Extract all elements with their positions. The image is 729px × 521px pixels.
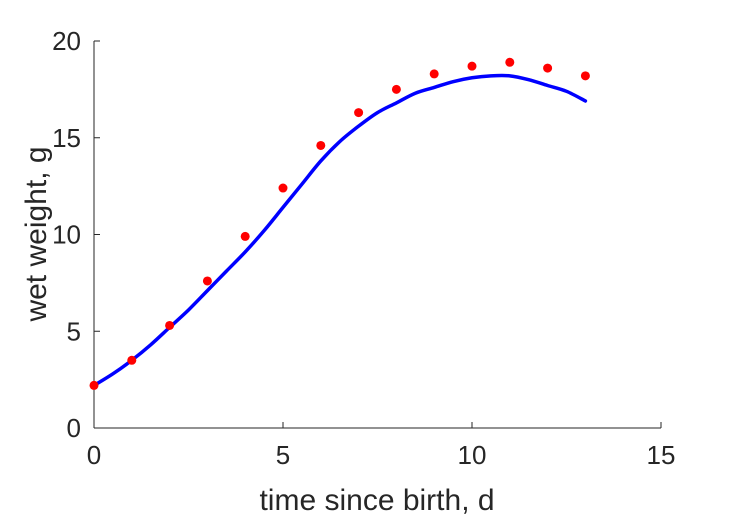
data-point — [391, 84, 401, 94]
data-point — [89, 380, 99, 390]
y-tick-label: 0 — [67, 413, 81, 443]
data-point — [580, 71, 590, 81]
y-axis-label: wet weight, g — [20, 146, 53, 322]
y-tick-label: 10 — [52, 220, 81, 250]
data-point — [467, 61, 477, 71]
data-point — [202, 276, 212, 286]
y-tick-label: 15 — [52, 123, 81, 153]
data-point — [165, 320, 175, 330]
x-tick-label: 15 — [647, 440, 676, 470]
data-point — [429, 69, 439, 79]
data-points — [89, 57, 590, 390]
data-point — [278, 183, 288, 193]
y-tick-label: 5 — [67, 316, 81, 346]
data-point — [543, 63, 553, 73]
data-point — [127, 355, 137, 365]
axes — [93, 41, 661, 429]
data-point — [505, 57, 515, 67]
x-tick-label: 10 — [458, 440, 487, 470]
ticks — [93, 40, 662, 429]
data-point — [316, 140, 326, 150]
fit-line-group — [92, 73, 588, 388]
x-axis-label: time since birth, d — [259, 484, 494, 517]
tick-labels: 0 5 10 15 0 5 10 15 20 — [52, 26, 675, 470]
y-tick-label: 20 — [52, 26, 81, 56]
x-tick-label: 5 — [276, 440, 290, 470]
data-point — [240, 231, 250, 241]
series-line-fit — [92, 73, 588, 388]
x-tick-label: 0 — [87, 440, 101, 470]
data-point — [354, 108, 364, 118]
